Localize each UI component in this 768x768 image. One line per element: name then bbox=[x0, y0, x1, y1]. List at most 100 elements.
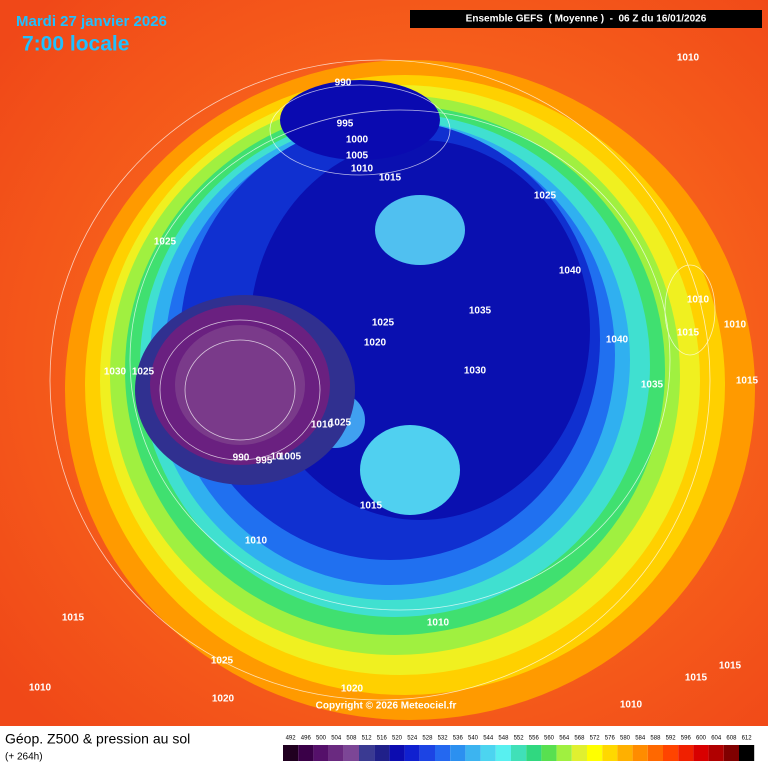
pressure-label: 1000 bbox=[346, 135, 369, 146]
pressure-label: 1015 bbox=[719, 661, 742, 672]
pressure-label: 1025 bbox=[329, 418, 352, 429]
scale-label: 544 bbox=[483, 736, 494, 742]
scale-swatch bbox=[647, 745, 663, 761]
scale-swatch bbox=[465, 745, 481, 761]
scale-swatch bbox=[632, 745, 648, 761]
pressure-label: 1010 bbox=[427, 618, 450, 629]
scale-label: 492 bbox=[286, 736, 297, 742]
scale-swatch bbox=[723, 745, 739, 761]
scale-label: 500 bbox=[316, 736, 327, 742]
scale-label: 592 bbox=[666, 736, 677, 742]
scale-swatch bbox=[678, 745, 694, 761]
scale-label: 556 bbox=[529, 736, 540, 742]
pressure-label: 10 bbox=[270, 452, 282, 463]
pressure-label: 1010 bbox=[29, 683, 52, 694]
scale-swatch bbox=[587, 745, 603, 761]
pressure-label: 990 bbox=[233, 453, 250, 464]
scale-swatch bbox=[419, 745, 435, 761]
scale-swatch bbox=[359, 745, 375, 761]
pressure-label: 1010 bbox=[351, 164, 374, 175]
pressure-label: 1005 bbox=[279, 452, 302, 463]
pressure-label: 1040 bbox=[559, 266, 582, 277]
pressure-label: 1035 bbox=[641, 380, 664, 391]
geopotential-field bbox=[65, 60, 755, 720]
pressure-label: 1005 bbox=[346, 151, 369, 162]
pressure-label: 1010 bbox=[620, 700, 643, 711]
scale-swatch bbox=[480, 745, 496, 761]
model-info: Ensemble GEFS ( Moyenne ) - 06 Z du 16/0… bbox=[466, 14, 707, 25]
scale-label: 504 bbox=[331, 736, 342, 742]
pressure-label: 1020 bbox=[341, 684, 364, 695]
scale-swatch bbox=[313, 745, 329, 761]
scale-label: 600 bbox=[696, 736, 707, 742]
isobars bbox=[49, 59, 716, 701]
scale-swatch bbox=[556, 745, 572, 761]
pressure-label: 1025 bbox=[372, 318, 395, 329]
scale-swatch bbox=[663, 745, 679, 761]
scale-swatch bbox=[739, 745, 755, 761]
scale-label: 604 bbox=[711, 736, 722, 742]
scale-label: 548 bbox=[498, 736, 509, 742]
pressure-label: 1035 bbox=[469, 306, 492, 317]
scale-label: 516 bbox=[377, 736, 388, 742]
forecast-date: Mardi 27 janvier 2026 bbox=[16, 13, 167, 30]
pressure-label: 1030 bbox=[104, 367, 127, 378]
pressure-label: 1015 bbox=[360, 501, 383, 512]
scale-label: 496 bbox=[301, 736, 312, 742]
pressure-label: 1030 bbox=[464, 366, 487, 377]
scale-swatch bbox=[404, 745, 420, 761]
scale-label: 528 bbox=[422, 736, 433, 742]
scale-label: 524 bbox=[407, 736, 418, 742]
scale-label: 560 bbox=[544, 736, 555, 742]
scale-swatch bbox=[526, 745, 542, 761]
pressure-label: 1010 bbox=[724, 320, 747, 331]
scale-label: 508 bbox=[346, 736, 357, 742]
scale-label: 596 bbox=[681, 736, 692, 742]
model-banner bbox=[410, 10, 762, 28]
scale-label: 564 bbox=[559, 736, 570, 742]
scale-label: 580 bbox=[620, 736, 631, 742]
pressure-label: 1010 bbox=[687, 295, 710, 306]
scale-swatch bbox=[328, 745, 344, 761]
scale-label: 520 bbox=[392, 736, 403, 742]
scale-label: 572 bbox=[590, 736, 601, 742]
scale-swatch bbox=[374, 745, 390, 761]
scale-swatch bbox=[617, 745, 633, 761]
pressure-label: 990 bbox=[335, 78, 352, 89]
scale-label: 608 bbox=[726, 736, 737, 742]
scale-label: 568 bbox=[574, 736, 585, 742]
scale-label: 552 bbox=[514, 736, 525, 742]
scale-swatch bbox=[283, 745, 299, 761]
pressure-label: 1015 bbox=[685, 673, 708, 684]
copyright: Copyright © 2026 Meteociel.fr bbox=[316, 701, 457, 712]
pressure-label: 1015 bbox=[62, 613, 85, 624]
pressure-label: 1025 bbox=[211, 656, 234, 667]
pressure-label: 1025 bbox=[132, 367, 155, 378]
pressure-label: 1010 bbox=[677, 53, 700, 64]
scale-swatch bbox=[389, 745, 405, 761]
scale-swatch bbox=[541, 745, 557, 761]
scale-label: 576 bbox=[605, 736, 616, 742]
scale-swatch bbox=[343, 745, 359, 761]
pressure-label: 995 bbox=[337, 119, 354, 130]
scale-label: 540 bbox=[468, 736, 479, 742]
scale-label: 612 bbox=[742, 736, 753, 742]
forecast-time: 7:00 locale bbox=[22, 33, 129, 56]
pressure-label: 1015 bbox=[736, 376, 759, 387]
scale-swatch bbox=[571, 745, 587, 761]
pressure-label: 1015 bbox=[677, 328, 700, 339]
scale-label: 536 bbox=[453, 736, 464, 742]
scale-swatch bbox=[693, 745, 709, 761]
pressure-label: 1020 bbox=[364, 338, 387, 349]
legend-title: Géop. Z500 & pression au sol bbox=[5, 731, 190, 747]
pressure-label: 1040 bbox=[606, 335, 629, 346]
scale-swatch bbox=[602, 745, 618, 761]
scale-swatch bbox=[708, 745, 724, 761]
legend-subtitle: (+ 264h) bbox=[5, 752, 43, 763]
scale-label: 584 bbox=[635, 736, 646, 742]
scale-label: 512 bbox=[362, 736, 373, 742]
scale-swatch bbox=[298, 745, 314, 761]
scale-swatch bbox=[495, 745, 511, 761]
pressure-label: 1025 bbox=[154, 237, 177, 248]
